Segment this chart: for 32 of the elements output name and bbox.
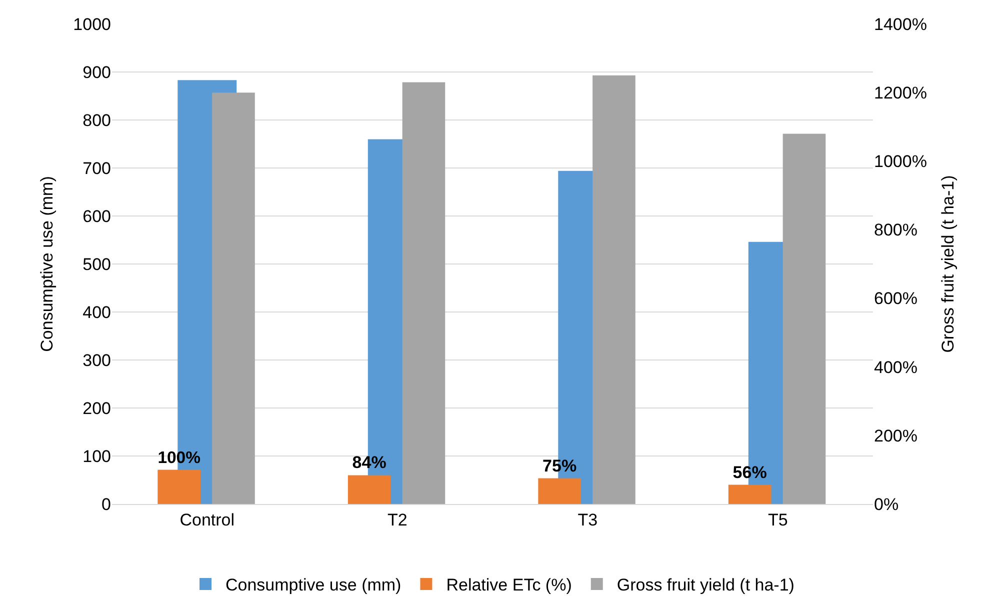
bar (348, 475, 391, 504)
y2-axis-title: Gross fruit yield (t ha-1) (938, 175, 958, 353)
y-tick-label: 100 (82, 446, 111, 466)
y2-tick-label: 400% (874, 358, 918, 377)
bar (158, 470, 200, 504)
y-tick-label: 300 (82, 350, 111, 370)
bar (538, 478, 581, 504)
y2-tick-label: 200% (874, 426, 918, 446)
y2-tick-label: 1400% (874, 14, 927, 34)
legend-label: Consumptive use (mm) (226, 576, 402, 595)
x-tick-label: T5 (768, 510, 788, 530)
y-tick-label: 400 (82, 302, 111, 322)
y-tick-label: 600 (82, 206, 111, 226)
y-tick-label: 800 (82, 110, 111, 130)
bar (728, 484, 772, 504)
y-axis-title: Consumptive use (mm) (38, 176, 57, 352)
legend-label: Gross fruit yield (t ha-1) (616, 576, 794, 595)
y2-tick-label: 1200% (874, 84, 927, 103)
y-tick-label: 0 (102, 494, 111, 514)
y2-tick-label: 600% (874, 289, 918, 308)
y-tick-label: 700 (82, 158, 111, 178)
y2-tick-label: 0% (874, 494, 899, 514)
x-tick-label: Control (180, 510, 235, 530)
legend-label: Relative ETc (%) (446, 576, 572, 595)
y2-tick-label: 1000% (874, 152, 927, 172)
y2-tick-label: 800% (874, 220, 918, 240)
x-tick-label: T3 (578, 510, 598, 530)
x-tick-label: T2 (387, 510, 408, 530)
y-tick-label: 200 (82, 398, 111, 418)
y-tick-label: 900 (82, 62, 111, 82)
y-tick-label: 1000 (73, 14, 111, 34)
y-tick-label: 500 (82, 254, 111, 274)
